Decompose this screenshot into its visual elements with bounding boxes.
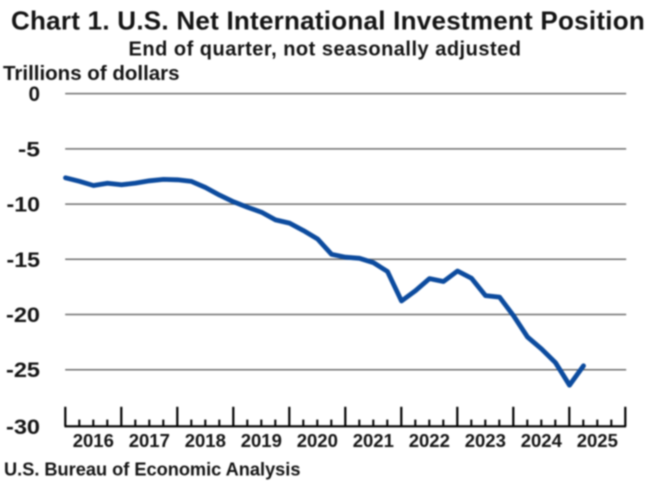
svg-text:-15: -15 (7, 249, 41, 272)
svg-text:-10: -10 (7, 194, 41, 217)
svg-text:-30: -30 (6, 416, 40, 439)
svg-text:2021: 2021 (353, 430, 394, 451)
svg-text:2016: 2016 (73, 430, 114, 451)
svg-text:0: 0 (29, 83, 41, 106)
svg-text:-5: -5 (18, 138, 40, 161)
svg-text:-25: -25 (6, 359, 40, 382)
svg-text:2023: 2023 (465, 430, 506, 451)
svg-text:2020: 2020 (297, 430, 338, 451)
svg-text:-20: -20 (6, 304, 40, 327)
svg-text:2024: 2024 (521, 430, 563, 451)
svg-text:2017: 2017 (129, 430, 170, 451)
svg-text:End of quarter, not seasonally: End of quarter, not seasonally adjusted (129, 39, 522, 61)
svg-text:2022: 2022 (409, 430, 450, 451)
svg-text:2019: 2019 (241, 430, 282, 451)
svg-text:Trillions of dollars: Trillions of dollars (3, 62, 180, 85)
svg-text:U.S. Bureau of Economic Analys: U.S. Bureau of Economic Analysis (4, 460, 300, 480)
svg-text:2018: 2018 (185, 430, 226, 451)
svg-text:Chart 1. U.S. Net Internationa: Chart 1. U.S. Net International Investme… (11, 6, 645, 36)
svg-text:2025: 2025 (577, 430, 618, 451)
